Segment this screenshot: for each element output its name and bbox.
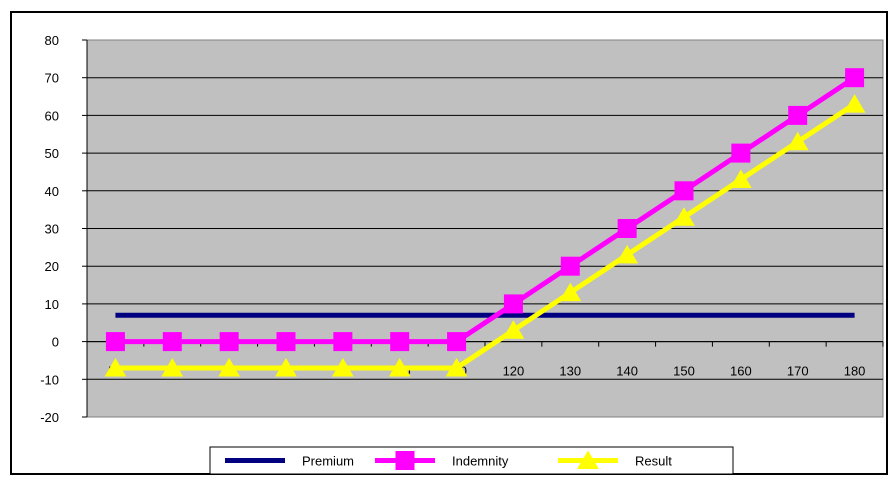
data-point xyxy=(105,332,125,352)
y-tick-label: 80 xyxy=(45,33,59,48)
series-result xyxy=(104,94,866,377)
data-point xyxy=(219,332,239,352)
y-tick-label: 30 xyxy=(45,222,59,237)
x-tick-label: 180 xyxy=(844,364,866,379)
legend: Premium Indemnity Result xyxy=(209,446,734,475)
data-point xyxy=(617,219,637,238)
x-tick-label: 120 xyxy=(503,364,525,379)
legend-box xyxy=(209,446,734,475)
data-point xyxy=(559,282,582,302)
y-tick-label: 60 xyxy=(45,108,59,123)
data-point xyxy=(731,143,751,163)
x-tick-label: 150 xyxy=(673,364,695,379)
y-tick-label: 0 xyxy=(52,335,59,350)
x-tick-label: 130 xyxy=(559,364,581,379)
data-point xyxy=(390,332,410,352)
legend-item: Indemnity xyxy=(375,451,509,470)
data-point xyxy=(275,358,297,377)
data-point xyxy=(616,244,639,264)
legend-label: Result xyxy=(635,454,672,469)
data-point xyxy=(503,294,523,314)
data-point xyxy=(786,131,809,151)
data-point xyxy=(674,181,694,201)
series-group xyxy=(104,68,866,377)
data-point xyxy=(162,332,182,352)
y-tick-label: 10 xyxy=(45,297,59,312)
x-tick-label: 170 xyxy=(787,364,809,379)
data-point xyxy=(845,68,865,88)
data-point xyxy=(331,358,354,377)
y-tick-label: 50 xyxy=(45,146,59,161)
data-point xyxy=(445,358,468,377)
data-point xyxy=(729,169,752,188)
data-point xyxy=(388,358,411,377)
data-point xyxy=(104,358,127,377)
x-tick-label: 140 xyxy=(616,364,638,379)
y-tick-label: 70 xyxy=(45,71,59,86)
data-point xyxy=(447,332,467,352)
data-point xyxy=(161,358,184,377)
legend-marker xyxy=(395,451,415,470)
y-tick-label: -10 xyxy=(40,372,59,387)
legend-item: Result xyxy=(558,450,672,469)
data-point xyxy=(218,358,241,377)
legend-label: Indemnity xyxy=(452,454,509,469)
x-tick-label: 160 xyxy=(730,364,752,379)
data-point xyxy=(673,207,695,226)
y-tick-label: 20 xyxy=(45,259,59,274)
legend-marker xyxy=(577,450,599,469)
data-point xyxy=(276,332,296,352)
data-point xyxy=(560,256,580,276)
y-tick-label: -20 xyxy=(40,410,59,425)
legend-label: Premium xyxy=(302,454,354,469)
y-tick-label: 40 xyxy=(45,184,59,199)
data-point xyxy=(788,105,808,125)
series-indemnity xyxy=(105,68,865,352)
data-point xyxy=(333,332,353,352)
data-point xyxy=(843,94,866,113)
data-point xyxy=(502,320,525,339)
legend-item: Premium xyxy=(225,454,354,469)
